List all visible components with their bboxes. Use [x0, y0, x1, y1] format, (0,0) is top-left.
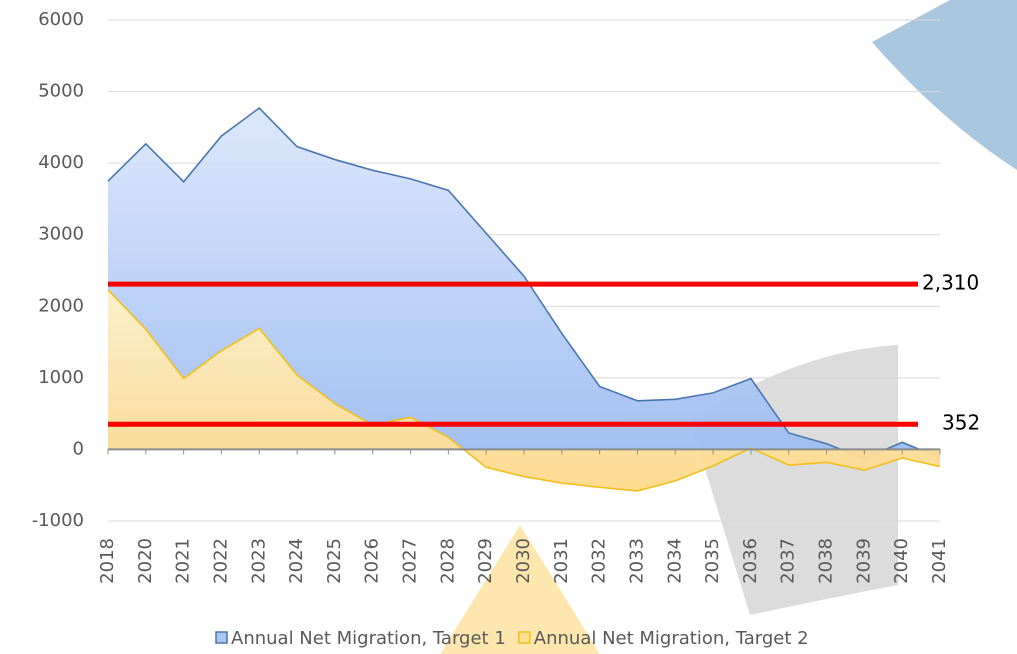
- decor-shape: [872, 0, 1017, 170]
- x-tick-label: 2028: [437, 538, 458, 584]
- x-tick-label: 2038: [816, 538, 837, 584]
- y-tick-label: 2000: [38, 295, 84, 316]
- x-tick-label: 2037: [778, 538, 799, 584]
- y-tick-label: 0: [73, 438, 84, 459]
- legend-swatch: [519, 632, 530, 643]
- x-tick-label: 2034: [664, 538, 685, 584]
- x-tick-label: 2018: [97, 538, 118, 584]
- reference-label: 352: [942, 411, 980, 435]
- x-tick-label: 2024: [286, 538, 307, 584]
- y-tick-label: 4000: [38, 152, 84, 173]
- chart: -1000 0 1000 2000 3000 4000 5000 6000 2018 2020 20…: [0, 0, 1017, 654]
- y-tick-label: -1000: [32, 510, 84, 531]
- y-tick-label: 3000: [38, 224, 84, 245]
- x-tick-label: 2033: [626, 538, 647, 584]
- x-tick-label: 2030: [513, 538, 534, 584]
- y-tick-label: 5000: [38, 81, 84, 102]
- x-tick-label: 2035: [702, 538, 723, 584]
- x-tick-label: 2023: [248, 538, 269, 584]
- page: -1000 0 1000 2000 3000 4000 5000 6000 2018 2020 20…: [0, 0, 1017, 654]
- legend-label: Annual Net Migration, Target 1: [231, 628, 506, 649]
- x-tick-label: 2026: [362, 538, 383, 584]
- x-tick-label: 2025: [324, 538, 345, 584]
- x-tick-label: 2022: [210, 538, 231, 584]
- legend-swatch: [216, 632, 227, 643]
- y-tick-label: 6000: [38, 9, 84, 30]
- x-tick-label: 2029: [475, 538, 496, 584]
- x-tick-label: 2040: [891, 538, 912, 584]
- reference-label: 2,310: [922, 271, 979, 295]
- x-tick-label: 2031: [551, 538, 572, 584]
- x-tick-label: 2041: [929, 538, 950, 584]
- y-tick-label: 1000: [38, 367, 84, 388]
- x-tick-label: 2039: [853, 538, 874, 584]
- x-tick-label: 2027: [400, 538, 421, 584]
- x-tick-label: 2020: [135, 538, 156, 584]
- x-tick-label: 2036: [740, 538, 761, 584]
- legend-label: Annual Net Migration, Target 2: [534, 628, 809, 649]
- x-tick-label: 2021: [173, 538, 194, 584]
- x-tick-label: 2032: [589, 538, 610, 584]
